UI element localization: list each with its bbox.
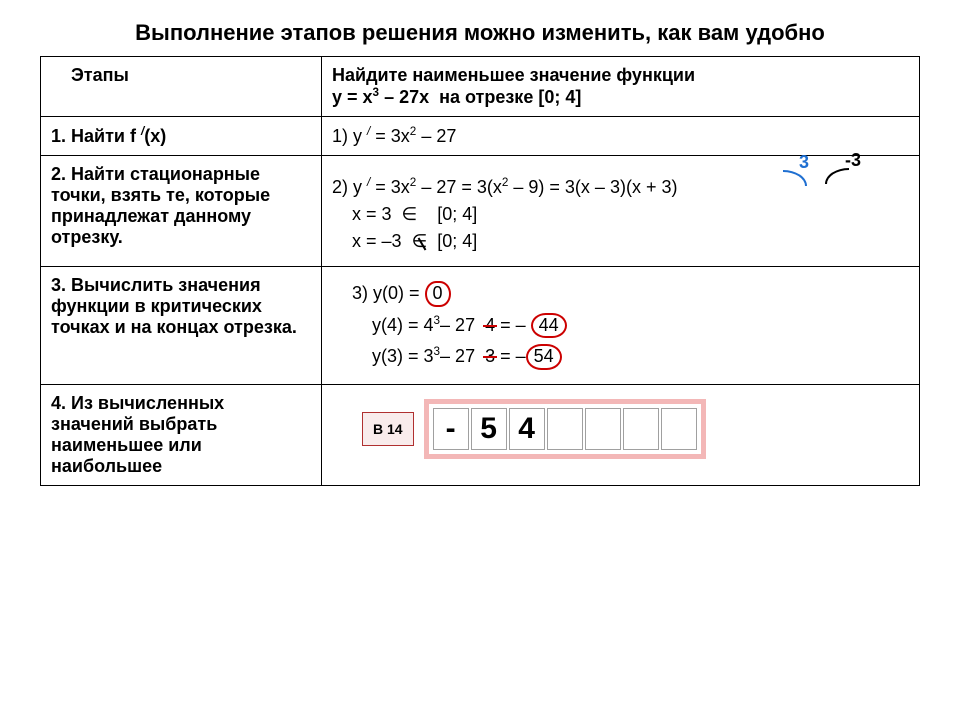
- strike-4: 4: [485, 315, 495, 335]
- arc-black: [825, 168, 849, 184]
- row3-l1: 3) y(0) = 0: [352, 281, 909, 307]
- row2-left: 2. Найти стационарные точки, взять те, к…: [41, 156, 322, 267]
- row4-right: В 14 - 5 4: [322, 384, 920, 485]
- answer-cell: 5: [471, 408, 507, 450]
- row1-right: 1) y / = 3x2 – 27: [322, 117, 920, 156]
- row3-l3: y(3) = 33– 27 3 = –54: [372, 344, 909, 370]
- row3-right: 3) y(0) = 0 y(4) = 43– 27 4 = – 44 y(3) …: [322, 267, 920, 385]
- page-title: Выполнение этапов решения можно изменить…: [40, 20, 920, 46]
- answer-cell: [547, 408, 583, 450]
- header-right: Найдите наименьшее значение функции y = …: [322, 57, 920, 117]
- row2-x1: x = 3 ∈ [0; 4]: [352, 204, 909, 225]
- row2-eq: 2) y / = 3x2 – 27 = 3(x2 – 9) = 3(x – 3)…: [332, 176, 909, 198]
- task-line1: Найдите наименьшее значение функции: [332, 65, 909, 86]
- row3-left: 3. Вычислить значения функции в критичес…: [41, 267, 322, 385]
- row2-x2: x = –3 ∈ [0; 4]: [352, 231, 909, 252]
- answer-cell: [661, 408, 697, 450]
- answer-cell: 4: [509, 408, 545, 450]
- in-icon: ∈: [402, 204, 418, 225]
- task-line2: y = x3 – 27x на отрезке [0; 4]: [332, 86, 909, 108]
- circ-0: 0: [425, 281, 451, 307]
- strike-3: 3: [485, 346, 495, 366]
- steps-table: Этапы Найдите наименьшее значение функци…: [40, 56, 920, 486]
- row4-left: 4. Из вычисленных значений выбрать наиме…: [41, 384, 322, 485]
- answer-cell: [623, 408, 659, 450]
- row3-l2: y(4) = 43– 27 4 = – 44: [372, 313, 909, 339]
- answer-cell: [585, 408, 621, 450]
- b14-label: В 14: [362, 412, 414, 446]
- answer-boxes: - 5 4: [424, 399, 706, 459]
- circ-44: 44: [531, 313, 567, 339]
- annot-3-blue: 3: [799, 152, 809, 173]
- answer-wrap: В 14 - 5 4: [362, 399, 909, 459]
- answer-cell: -: [433, 408, 469, 450]
- circ-54: 54: [526, 344, 562, 370]
- row1-left: 1. Найти f /(x): [41, 117, 322, 156]
- notin-icon: ∈: [412, 231, 428, 252]
- header-left: Этапы: [41, 57, 322, 117]
- row2-right: 3 -3 2) y / = 3x2 – 27 = 3(x2 – 9) = 3(x…: [322, 156, 920, 267]
